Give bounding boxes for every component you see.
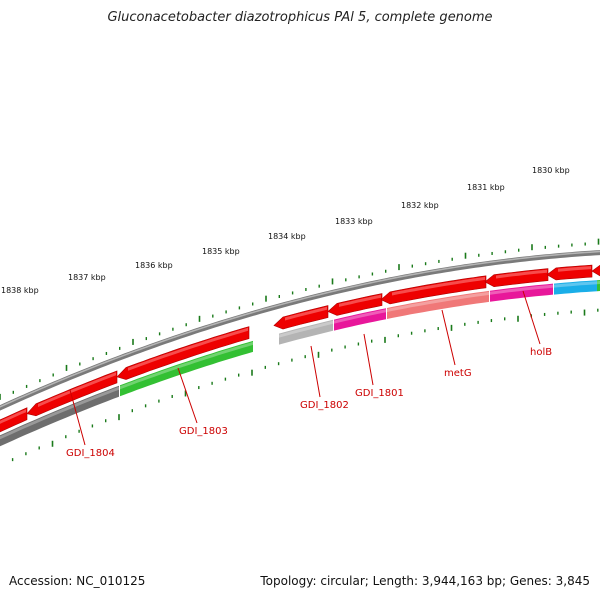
reverse-gene [120,340,253,397]
gene-label: metG [444,368,472,379]
outer-coordinate-ticks [0,238,600,400]
reverse-strand-genes [0,280,600,447]
gene-label-pointer [310,345,321,398]
coordinate-label: 1836 kbp [135,261,173,270]
forward-gene-shine [285,306,327,321]
genome-backbone [0,250,600,411]
forward-gene-shine [339,294,381,307]
forward-gene-shine [128,327,248,371]
gene-label-pointer [69,389,86,446]
reverse-gene [490,283,553,302]
gene-label-pointer [363,333,374,386]
reverse-gene-shine [334,309,386,324]
accession-text: Accession: NC_010125 [9,574,146,588]
reverse-gene [554,280,597,295]
gene-label-pointer [441,309,456,366]
gene-label: GDI_1802 [300,400,349,411]
reverse-gene-shine [554,281,597,288]
gene-label-pointers [69,290,541,446]
reverse-gene-shine [490,284,553,295]
forward-gene-shine [0,409,26,424]
forward-gene-shine [496,269,547,279]
forward-gene-shine [38,372,116,407]
coordinate-label: 1832 kbp [401,201,439,210]
reverse-gene-shine [387,291,489,312]
forward-gene-shine [392,276,485,296]
gene-label-pointer [522,290,541,345]
gene-label: GDI_1804 [66,448,115,459]
reverse-gene [334,308,386,331]
reverse-gene [387,290,489,319]
reverse-gene-shine [279,320,333,338]
coordinate-label: 1833 kbp [335,217,373,226]
backbone-highlight [0,250,600,408]
genome-summary-text: Topology: circular; Length: 3,944,163 bp… [260,574,590,588]
coordinate-label: 1837 kbp [68,273,106,282]
reverse-gene-shine [120,341,253,390]
forward-gene [591,264,600,277]
reverse-gene [0,385,119,447]
coordinate-label: 1834 kbp [268,232,306,241]
forward-gene-shine [558,266,591,272]
reverse-gene-shine [0,386,119,440]
map-labels: 1838 kbp 1837 kbp 1836 kbp 1835 kbp 1834… [1,166,570,459]
forward-strand-genes [0,264,600,433]
backbone-line [0,250,600,411]
gene-label: GDI_1803 [179,426,228,437]
reverse-gene [279,319,333,345]
gene-label: holB [530,347,552,358]
coordinate-label: 1835 kbp [202,247,240,256]
reverse-gene-shine [597,281,600,285]
coordinate-label: 1830 kbp [532,166,570,175]
gene-label-pointer [177,367,198,424]
coordinate-label: 1838 kbp [1,286,39,295]
gene-label: GDI_1801 [355,388,404,399]
coordinate-label: 1831 kbp [467,183,505,192]
reverse-gene [597,280,600,292]
genome-title: Gluconacetobacter diazotrophicus PAl 5, … [107,10,493,25]
